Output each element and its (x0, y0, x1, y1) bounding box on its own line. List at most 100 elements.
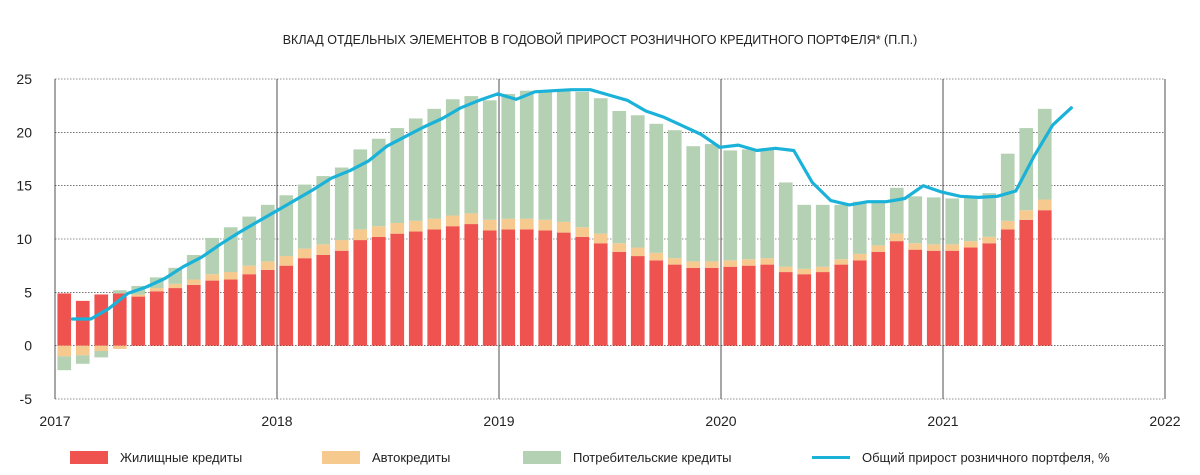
y-axis-ticks: 25 20 15 10 5 0 -5 (16, 71, 32, 407)
bar-consumer (723, 150, 738, 261)
bar-consumer (908, 196, 923, 244)
bar-auto (852, 253, 867, 261)
bar-housing (168, 288, 183, 346)
bar-consumer (741, 149, 756, 260)
bar-housing (575, 236, 590, 346)
bar-auto (464, 213, 479, 225)
bar-housing (75, 300, 90, 346)
bar-consumer (297, 184, 312, 249)
bar-consumer (556, 90, 571, 222)
bar-housing (982, 243, 997, 346)
bar-consumer (649, 123, 664, 253)
bar-auto (741, 259, 756, 266)
bar-consumer (57, 356, 72, 371)
bar-consumer (75, 355, 90, 364)
bar-housing (223, 279, 238, 346)
bar-housing (94, 294, 109, 346)
bar-auto (760, 258, 775, 265)
bar-auto (371, 226, 386, 237)
bar-consumer (852, 201, 867, 254)
bar-consumer (94, 351, 109, 358)
bar-housing (186, 284, 201, 346)
bar-auto (223, 272, 238, 280)
bar-auto (112, 345, 127, 349)
bar-auto (871, 245, 886, 252)
bar-auto (168, 283, 183, 289)
y-tick-label: 10 (16, 231, 32, 247)
bar-auto (297, 248, 312, 259)
bar-housing (834, 264, 849, 346)
bar-housing (1037, 210, 1052, 346)
bar-auto (575, 227, 590, 237)
bar-housing (612, 251, 627, 346)
bar-consumer (871, 202, 886, 246)
legend-swatch-consumer (523, 450, 561, 464)
x-tick-label: 2018 (261, 413, 292, 429)
y-tick-label: 25 (16, 71, 32, 87)
bar-consumer (205, 237, 220, 275)
bar-auto (593, 233, 608, 244)
bar-consumer (945, 198, 960, 245)
y-tick-label: -5 (20, 391, 33, 407)
bar-consumer (353, 149, 368, 230)
bar-consumer (538, 90, 553, 220)
bar-housing (686, 267, 701, 346)
bar-housing (131, 296, 146, 346)
bar-housing (482, 230, 497, 346)
x-axis-ticks: 2017 2018 2019 2020 2021 2022 (39, 413, 1180, 429)
bar-housing (963, 247, 978, 346)
bar-auto (815, 266, 830, 273)
legend-item-total: Общий прирост розничного портфеля, % (812, 442, 1110, 472)
legend: Жилищные кредиты Автокредиты Потребитель… (0, 442, 1200, 472)
bar-auto (242, 265, 257, 275)
bar-housing (205, 280, 220, 346)
bar-auto (390, 223, 405, 234)
bar-auto (630, 247, 645, 257)
bar-housing (593, 243, 608, 346)
bar-consumer (760, 148, 775, 259)
bar-housing (316, 255, 331, 346)
bar-consumer (519, 90, 534, 219)
bar-consumer (279, 195, 294, 257)
legend-item-auto: Автокредиты (322, 442, 450, 472)
bar-auto (149, 288, 164, 292)
bar-consumer (612, 111, 627, 244)
bar-housing (815, 272, 830, 346)
bar-auto (519, 218, 534, 230)
bar-consumer (168, 267, 183, 284)
bar-auto (667, 258, 682, 265)
x-tick-label: 2022 (1149, 413, 1180, 429)
x-tick-label: 2019 (483, 413, 514, 429)
bar-auto (778, 266, 793, 273)
bar-consumer (686, 146, 701, 262)
bar-housing (242, 274, 257, 346)
bar-housing (630, 256, 645, 346)
bars (57, 90, 1052, 371)
bar-consumer (427, 108, 442, 219)
bar-housing (704, 267, 719, 346)
bar-housing (501, 229, 516, 346)
bar-auto (482, 219, 497, 231)
bar-housing (260, 269, 275, 346)
bar-housing (667, 264, 682, 346)
bar-auto (75, 345, 90, 356)
legend-swatch-housing (70, 450, 108, 464)
bar-housing (797, 274, 812, 346)
y-tick-label: 0 (24, 338, 32, 354)
bar-consumer (982, 193, 997, 237)
bar-housing (852, 260, 867, 346)
bar-auto (1019, 210, 1034, 220)
bar-consumer (334, 167, 349, 241)
bar-auto (963, 241, 978, 248)
bar-auto (723, 260, 738, 267)
y-tick-label: 20 (16, 124, 32, 140)
bar-consumer (575, 91, 590, 228)
bar-auto (131, 294, 146, 297)
legend-label-auto: Автокредиты (372, 449, 451, 465)
bar-housing (464, 224, 479, 346)
bar-auto (704, 261, 719, 268)
legend-item-housing: Жилищные кредиты (70, 442, 242, 472)
bar-auto (260, 261, 275, 270)
bar-consumer (112, 290, 127, 294)
legend-label-housing: Жилищные кредиты (120, 449, 243, 465)
